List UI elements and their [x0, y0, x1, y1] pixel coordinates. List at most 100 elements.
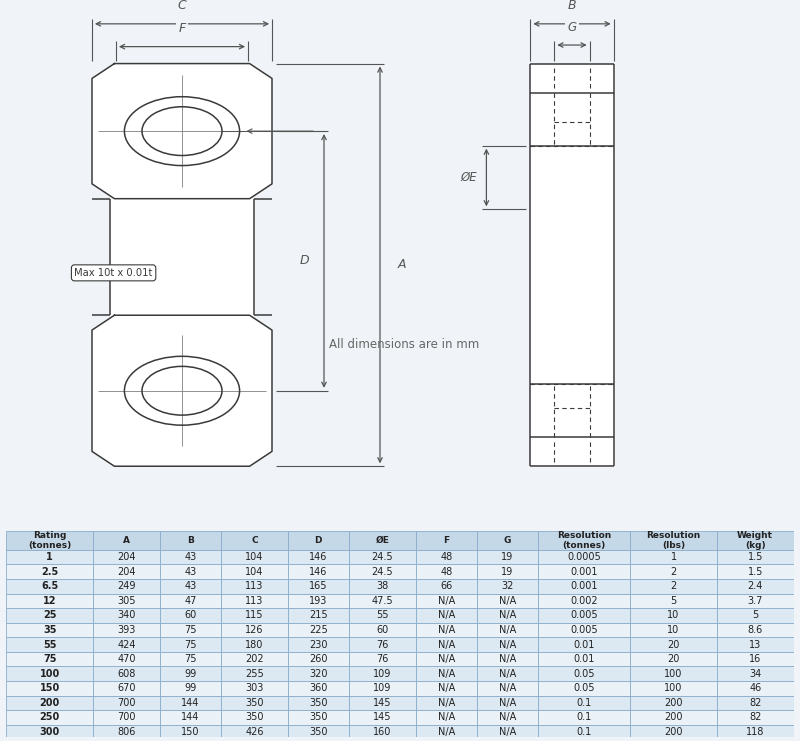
Text: 1.5: 1.5 — [747, 552, 763, 562]
Text: 55: 55 — [43, 639, 57, 650]
Text: All dimensions are in mm: All dimensions are in mm — [329, 338, 479, 351]
Text: N/A: N/A — [498, 698, 516, 708]
Text: 146: 146 — [309, 567, 327, 576]
Bar — [349, 652, 416, 666]
Bar — [93, 681, 160, 696]
Bar — [630, 681, 717, 696]
Text: 0.05: 0.05 — [574, 683, 594, 694]
Text: 350: 350 — [245, 698, 264, 708]
Text: 340: 340 — [118, 611, 136, 620]
Bar — [288, 681, 349, 696]
Bar — [477, 681, 538, 696]
Text: 2: 2 — [670, 567, 677, 576]
Text: N/A: N/A — [498, 596, 516, 606]
Bar — [717, 550, 794, 565]
Text: 75: 75 — [184, 654, 197, 664]
Bar — [221, 710, 288, 725]
Bar — [288, 696, 349, 710]
Text: 0.005: 0.005 — [570, 611, 598, 620]
Text: 82: 82 — [749, 698, 762, 708]
Text: 75: 75 — [184, 625, 197, 635]
Bar — [717, 637, 794, 652]
Text: B: B — [187, 536, 194, 545]
Text: 0.05: 0.05 — [574, 668, 594, 679]
Text: 0.005: 0.005 — [570, 625, 598, 635]
Text: ØE: ØE — [460, 171, 477, 184]
Bar — [93, 594, 160, 608]
Text: N/A: N/A — [498, 654, 516, 664]
Text: 19: 19 — [501, 567, 514, 576]
Text: 104: 104 — [245, 552, 263, 562]
Text: 0.0005: 0.0005 — [567, 552, 601, 562]
Text: N/A: N/A — [438, 625, 455, 635]
Text: 200: 200 — [664, 698, 683, 708]
Text: 100: 100 — [39, 668, 60, 679]
Text: Rating
(tonnes): Rating (tonnes) — [28, 531, 71, 551]
Bar — [221, 666, 288, 681]
Bar — [717, 725, 794, 740]
Bar — [6, 681, 93, 696]
Bar — [538, 637, 630, 652]
Bar — [717, 710, 794, 725]
Text: N/A: N/A — [498, 639, 516, 650]
Bar — [416, 608, 477, 622]
Bar — [160, 594, 221, 608]
Bar — [6, 550, 93, 565]
Text: 60: 60 — [376, 625, 389, 635]
Text: 0.1: 0.1 — [576, 727, 592, 737]
Text: 350: 350 — [309, 712, 327, 722]
Text: 146: 146 — [309, 552, 327, 562]
Bar — [221, 696, 288, 710]
Text: 82: 82 — [749, 712, 762, 722]
Text: 10: 10 — [667, 611, 680, 620]
Bar — [349, 637, 416, 652]
Bar — [630, 608, 717, 622]
Text: 0.001: 0.001 — [570, 567, 598, 576]
Text: 200: 200 — [39, 698, 60, 708]
Text: 144: 144 — [182, 712, 199, 722]
Bar — [221, 681, 288, 696]
Bar — [349, 681, 416, 696]
Text: Resolution
(tonnes): Resolution (tonnes) — [557, 531, 611, 551]
Text: 0.01: 0.01 — [574, 654, 594, 664]
Text: 608: 608 — [118, 668, 136, 679]
Text: 32: 32 — [501, 582, 514, 591]
Text: C: C — [178, 0, 186, 12]
Bar — [160, 652, 221, 666]
Text: 806: 806 — [118, 727, 136, 737]
Text: 255: 255 — [245, 668, 264, 679]
Bar — [717, 666, 794, 681]
Bar — [288, 565, 349, 579]
Bar — [538, 696, 630, 710]
Text: 393: 393 — [118, 625, 136, 635]
Bar — [416, 637, 477, 652]
Bar — [93, 622, 160, 637]
Text: 225: 225 — [309, 625, 328, 635]
Text: 1.5: 1.5 — [747, 567, 763, 576]
Bar — [160, 579, 221, 594]
Bar — [477, 594, 538, 608]
Text: 35: 35 — [43, 625, 57, 635]
Bar — [6, 637, 93, 652]
Bar — [538, 666, 630, 681]
Text: 2.5: 2.5 — [41, 567, 58, 576]
Bar — [221, 725, 288, 740]
Text: 24.5: 24.5 — [371, 567, 393, 576]
Text: Resolution
(lbs): Resolution (lbs) — [646, 531, 701, 551]
Text: 303: 303 — [245, 683, 263, 694]
Text: 150: 150 — [181, 727, 200, 737]
Text: N/A: N/A — [438, 712, 455, 722]
Bar — [160, 608, 221, 622]
Text: N/A: N/A — [498, 668, 516, 679]
Text: F: F — [443, 536, 450, 545]
Bar — [630, 666, 717, 681]
Text: 48: 48 — [440, 552, 452, 562]
Text: 360: 360 — [309, 683, 327, 694]
Text: 145: 145 — [373, 698, 391, 708]
Text: 109: 109 — [373, 668, 391, 679]
Bar — [160, 681, 221, 696]
Bar — [160, 725, 221, 740]
Text: N/A: N/A — [498, 683, 516, 694]
Text: 100: 100 — [664, 683, 682, 694]
Bar — [349, 594, 416, 608]
